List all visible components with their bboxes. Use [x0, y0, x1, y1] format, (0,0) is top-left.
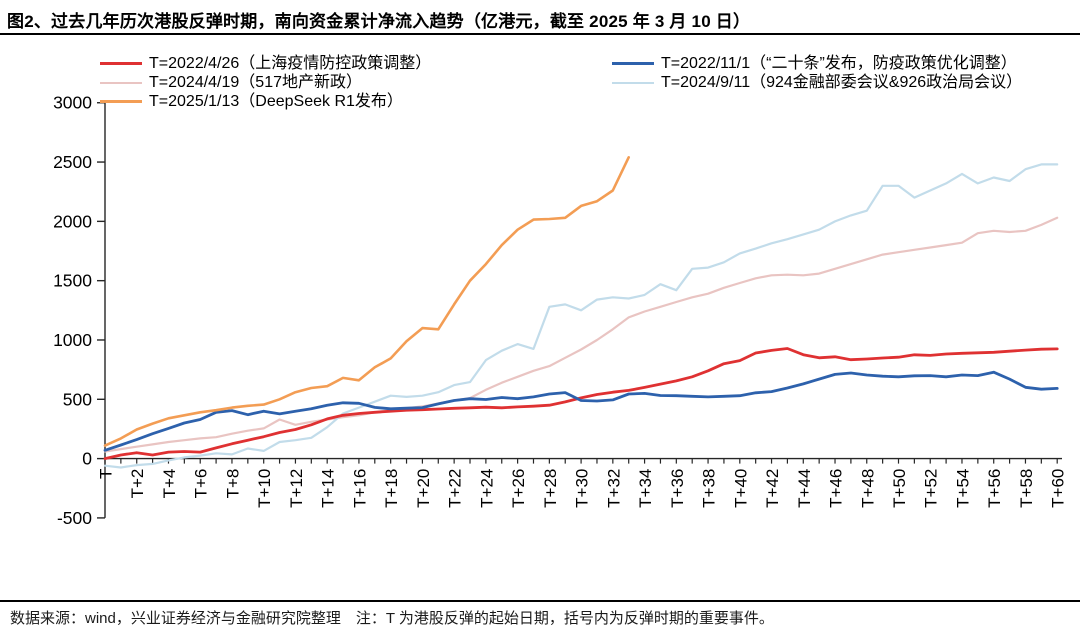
legend-label: T=2024/4/19（517地产新政）	[149, 74, 362, 91]
x-tick-label: T+36	[668, 469, 687, 508]
x-tick-label: T+6	[192, 469, 211, 499]
x-tick-label: T+46	[827, 469, 846, 508]
x-tick-label: T+4	[160, 469, 179, 499]
x-tick-label: T+20	[414, 469, 433, 508]
x-tick-label: T+12	[287, 469, 306, 508]
x-tick-label: T+40	[731, 469, 750, 508]
legend-label: T=2022/4/26（上海疫情防控政策调整）	[149, 55, 432, 72]
x-tick-label: T+16	[350, 469, 369, 508]
y-tick-label: 1500	[53, 271, 92, 291]
legend-label: T=2025/1/13（DeepSeek R1发布）	[149, 93, 403, 110]
legend-item-2025-1-13: T=2025/1/13（DeepSeek R1发布）	[100, 92, 403, 111]
x-tick-label: T+10	[255, 469, 274, 508]
x-tick-label: T+60	[1049, 469, 1068, 508]
x-tick-label: T+22	[446, 469, 465, 508]
x-tick-label: T+44	[795, 469, 814, 508]
legend-item-2022-11-1: T=2022/11/1（“二十条”发布，防疫政策优化调整）	[612, 54, 1017, 73]
blue-line-swatch	[612, 62, 654, 65]
x-tick-label: T+8	[223, 469, 242, 499]
series-line-0	[103, 347, 1059, 461]
lightblue-line-swatch	[612, 81, 654, 84]
x-tick-label: T+58	[1017, 469, 1036, 508]
y-tick-label: 3000	[53, 93, 92, 113]
y-tick-label: 2500	[53, 152, 92, 172]
legend-item-2024-9-11: T=2024/9/11（924金融部委会议&926政治局会议）	[612, 73, 1022, 92]
series-line-2	[103, 156, 631, 447]
x-tick-label: T+50	[890, 469, 909, 508]
x-tick-label: T+24	[477, 469, 496, 508]
source-note: 数据来源：wind，兴业证券经济与金融研究院整理 注：T 为港股反弹的起始日期，…	[10, 610, 774, 627]
legend-label: T=2022/11/1（“二十条”发布，防疫政策优化调整）	[661, 55, 1017, 72]
y-tick-label: -500	[57, 508, 92, 528]
x-tick-label: T+52	[922, 469, 941, 508]
x-tick-label: T+2	[128, 469, 147, 499]
series-line-3	[103, 370, 1059, 452]
y-tick-label: 1000	[53, 330, 92, 350]
red-line-swatch	[100, 62, 142, 65]
x-tick-label: T+54	[953, 469, 972, 508]
figure-title: 图2、过去几年历次港股反弹时期，南向资金累计净流入趋势（亿港元，截至 2025 …	[7, 12, 751, 31]
x-tick-label: T+48	[858, 469, 877, 508]
pink-line-swatch	[100, 81, 142, 84]
orange-line-swatch	[100, 100, 142, 103]
x-tick-label: T+30	[573, 469, 592, 508]
x-tick-label: T+28	[541, 469, 560, 508]
title-divider	[0, 33, 1080, 35]
x-tick-label: T+42	[763, 469, 782, 508]
series-line-1	[103, 216, 1059, 453]
x-tick-label: T+14	[319, 469, 338, 508]
x-tick-label: T+56	[985, 469, 1004, 508]
legend-item-2024-4-19: T=2024/4/19（517地产新政）	[100, 73, 362, 92]
y-tick-label: 0	[82, 449, 92, 469]
x-tick-label: T+18	[382, 469, 401, 508]
legend-label: T=2024/9/11（924金融部委会议&926政治局会议）	[661, 74, 1023, 91]
footer-divider	[0, 600, 1080, 602]
y-tick-label: 2000	[53, 211, 92, 231]
x-tick-label: T+38	[700, 469, 719, 508]
legend-item-2022-4-26: T=2022/4/26（上海疫情防控政策调整）	[100, 54, 431, 73]
series-line-4	[103, 163, 1059, 469]
x-tick-label: T+26	[509, 469, 528, 508]
x-tick-label: T+34	[636, 469, 655, 508]
x-tick-label: T+32	[604, 469, 623, 508]
x-tick-label: T	[97, 469, 116, 479]
y-tick-label: 500	[63, 389, 92, 409]
